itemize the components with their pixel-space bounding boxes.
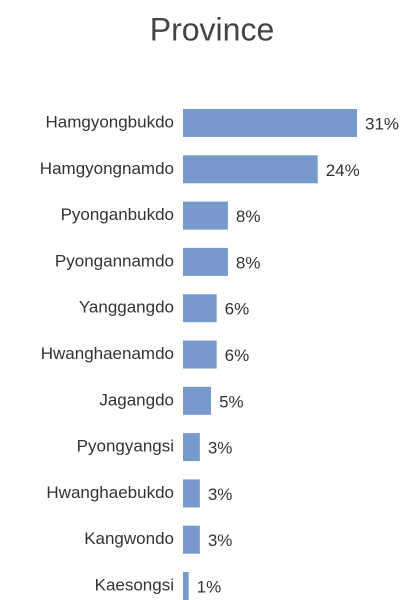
value-label: 1%	[197, 577, 222, 596]
bar	[183, 340, 217, 369]
bar	[183, 572, 189, 600]
value-label: 6%	[225, 346, 250, 365]
category-label: Pyongannamdo	[55, 251, 174, 270]
bar	[183, 479, 200, 508]
value-label: 31%	[365, 114, 399, 133]
category-label: Hwanghaenamdo	[41, 344, 174, 363]
bar	[183, 109, 357, 137]
category-label: Hwanghaebukdo	[46, 483, 174, 502]
bar	[183, 294, 217, 323]
bar	[183, 155, 318, 184]
value-label: 8%	[236, 207, 261, 226]
category-label: Kangwondo	[84, 529, 174, 548]
bar	[183, 247, 228, 276]
value-label: 3%	[208, 439, 233, 458]
bar	[183, 386, 212, 415]
category-label: Hamgyongnamdo	[40, 159, 174, 178]
category-label: Pyongyangsi	[77, 437, 174, 456]
value-label: 6%	[225, 300, 250, 319]
category-label: Jagangdo	[99, 390, 174, 409]
bar	[183, 525, 200, 554]
category-label: Kaesongsi	[95, 575, 174, 594]
category-label: Pyonganbukdo	[61, 205, 174, 224]
value-label: 8%	[236, 253, 261, 272]
chart-title: Province	[150, 11, 275, 47]
category-label: Hamgyongbukdo	[45, 112, 174, 131]
bar	[183, 201, 228, 230]
bar	[183, 433, 200, 462]
category-label: Yanggangdo	[79, 298, 174, 317]
value-label: 3%	[208, 531, 233, 550]
value-label: 24%	[326, 161, 360, 180]
value-label: 3%	[208, 485, 233, 504]
value-label: 5%	[219, 392, 244, 411]
